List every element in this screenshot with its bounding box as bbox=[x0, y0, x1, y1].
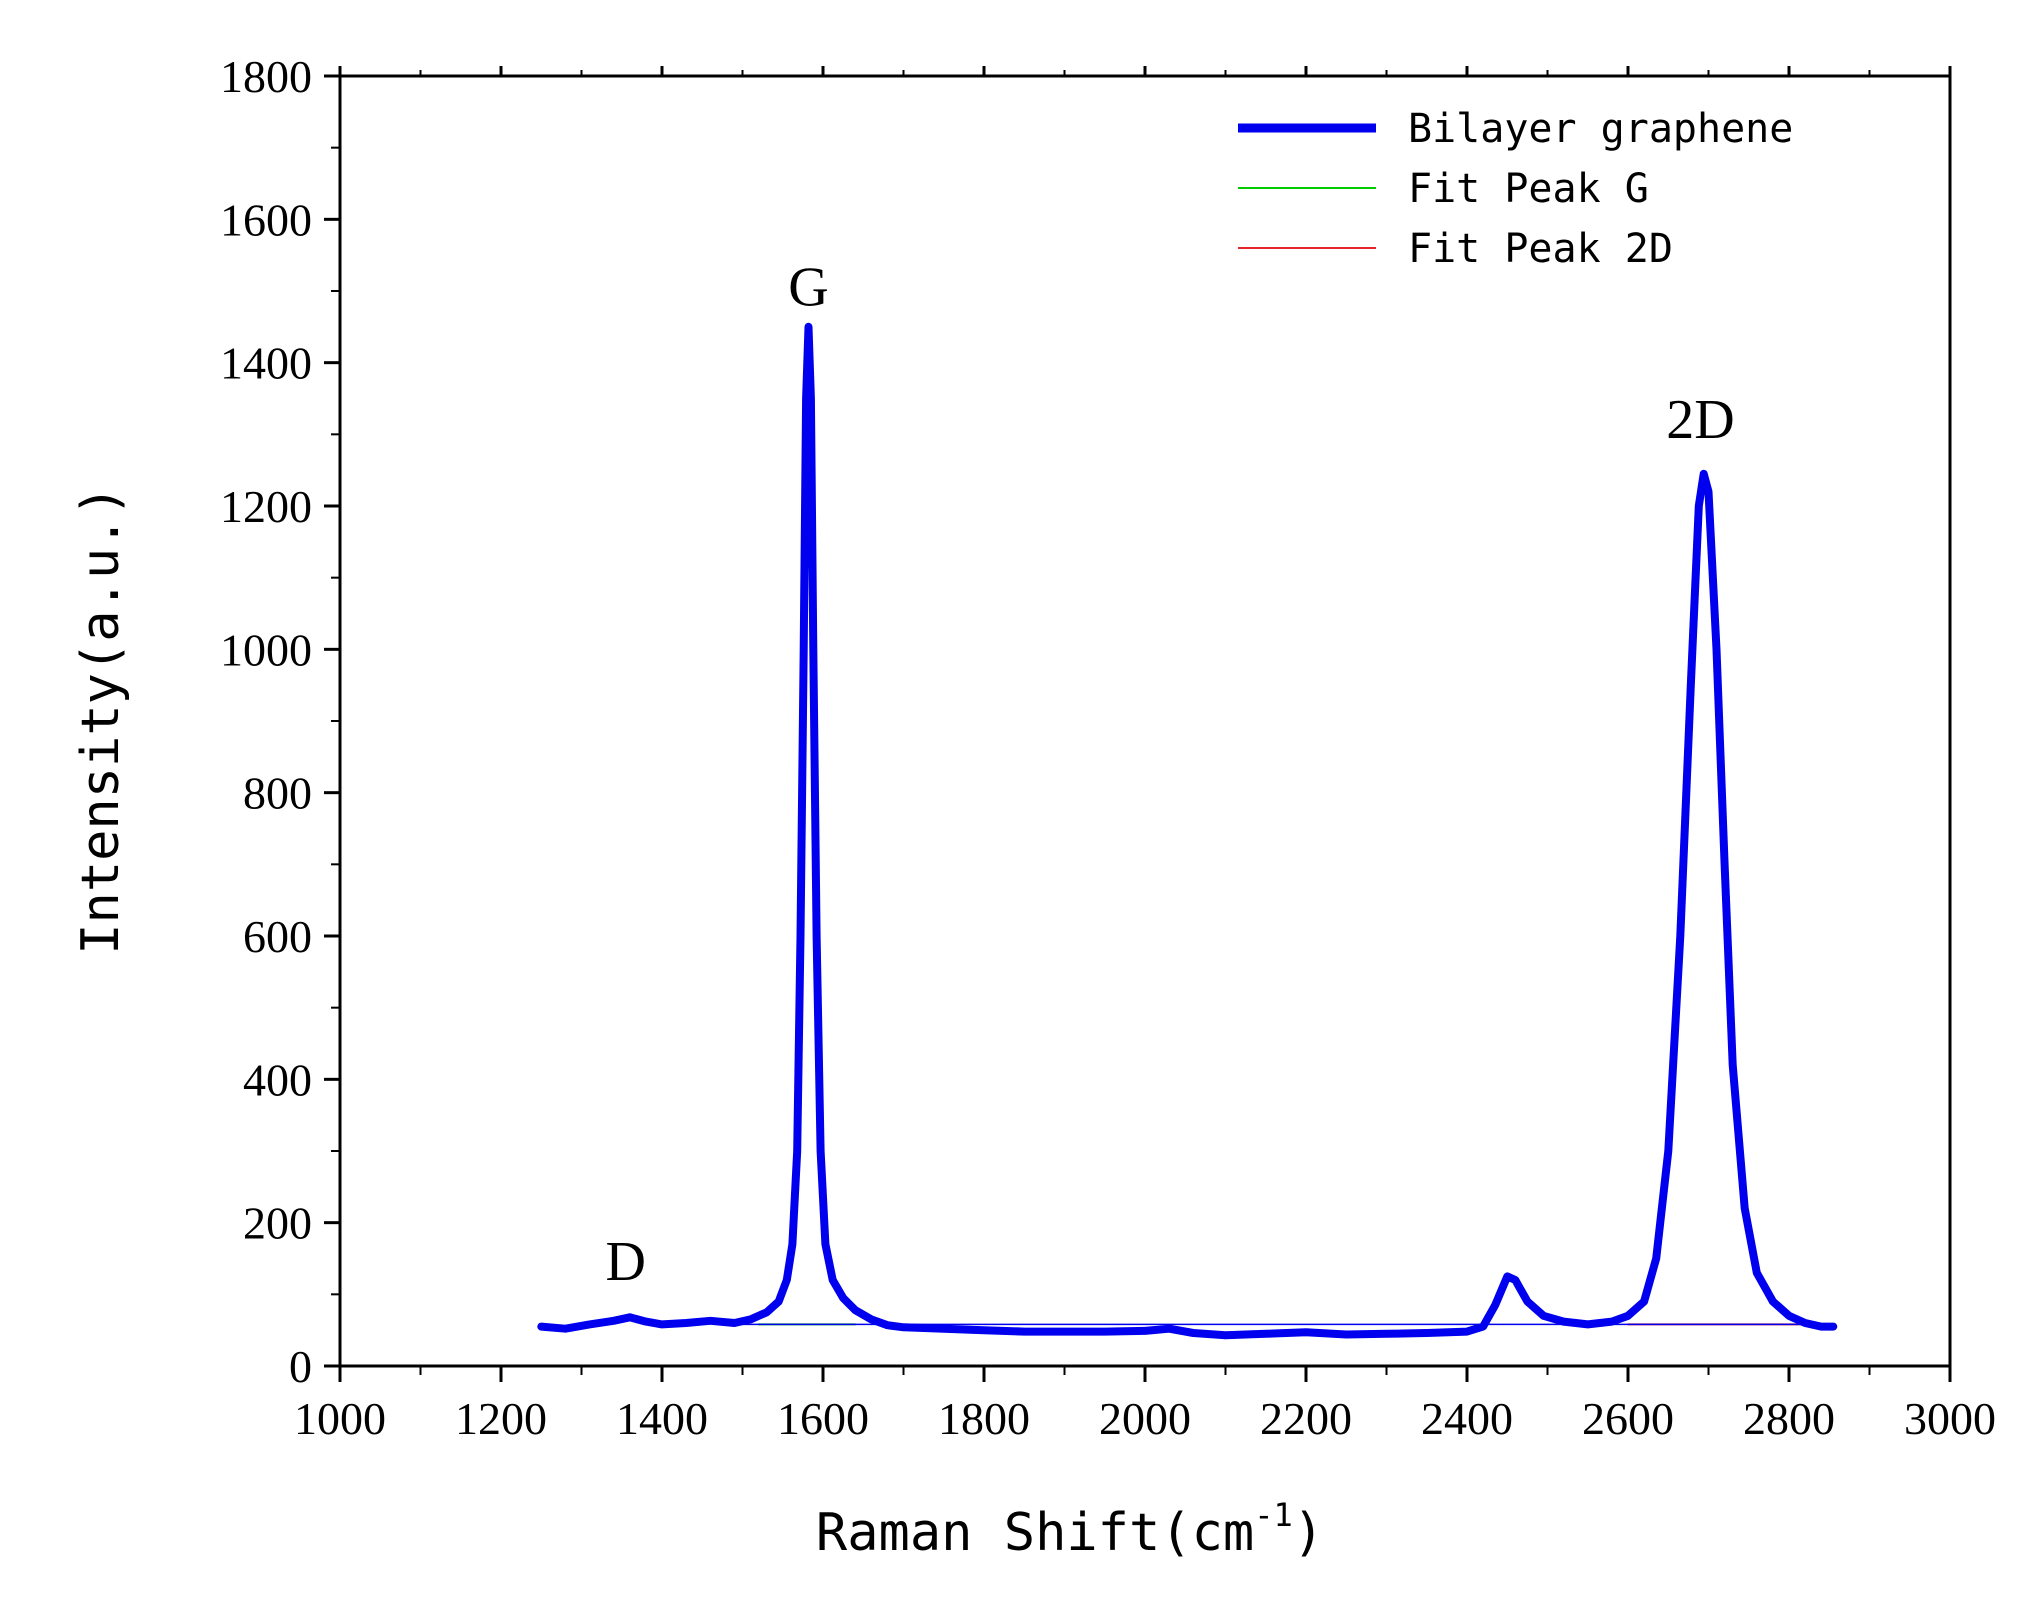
x-tick-label: 3000 bbox=[1904, 1393, 1996, 1444]
x-tick-label: 2800 bbox=[1743, 1393, 1835, 1444]
x-tick-label: 1000 bbox=[294, 1393, 386, 1444]
y-tick-label: 1600 bbox=[220, 194, 312, 245]
plot-frame bbox=[338, 74, 1952, 1368]
x-tick-label: 2400 bbox=[1421, 1393, 1513, 1444]
y-tick-label: 600 bbox=[243, 911, 312, 962]
legend: Bilayer graphene Fit Peak G Fit Peak 2D bbox=[1238, 106, 1793, 272]
x-tick-label: 1600 bbox=[777, 1393, 869, 1444]
y-tick-label: 200 bbox=[243, 1198, 312, 1249]
y-axis-title: Intensity(a.u.) bbox=[71, 485, 131, 955]
peak-label-2d: 2D bbox=[1666, 389, 1734, 451]
y-tick-label: 1800 bbox=[220, 51, 312, 102]
x-tick-label: 1400 bbox=[616, 1393, 708, 1444]
y-tick-label: 0 bbox=[289, 1341, 312, 1392]
series-line-bilayer-graphene bbox=[537, 322, 1838, 1340]
y-axis-ticks: 0 200 400 600 800 1000 1200 1400 1600 1800 bbox=[220, 51, 340, 1392]
x-axis-ticks: 1000 1200 1400 1600 1800 2000 2200 2400 2600 2800… bbox=[294, 66, 1996, 1444]
x-tick-label: 1800 bbox=[938, 1393, 1030, 1444]
series-layer bbox=[537, 322, 1838, 1340]
x-tick-label: 1200 bbox=[455, 1393, 547, 1444]
legend-label-bilayer-graphene: Bilayer graphene bbox=[1408, 106, 1793, 152]
y-tick-label: 1000 bbox=[220, 624, 312, 675]
y-tick-label: 400 bbox=[243, 1054, 312, 1105]
legend-label-fit-peak-g: Fit Peak G bbox=[1408, 166, 1649, 212]
peak-annotations: D G 2D bbox=[606, 256, 1735, 1293]
x-tick-label: 2000 bbox=[1099, 1393, 1191, 1444]
x-tick-label: 2600 bbox=[1582, 1393, 1674, 1444]
x-tick-label: 2200 bbox=[1260, 1393, 1352, 1444]
x-axis-title: Raman Shift(cm-1) bbox=[816, 1496, 1324, 1563]
legend-label-fit-peak-2d: Fit Peak 2D bbox=[1408, 226, 1673, 272]
peak-label-d: D bbox=[606, 1231, 646, 1293]
y-tick-label: 1400 bbox=[220, 338, 312, 389]
y-tick-label: 800 bbox=[243, 768, 312, 819]
peak-label-g: G bbox=[788, 256, 828, 318]
y-tick-label: 1200 bbox=[220, 481, 312, 532]
